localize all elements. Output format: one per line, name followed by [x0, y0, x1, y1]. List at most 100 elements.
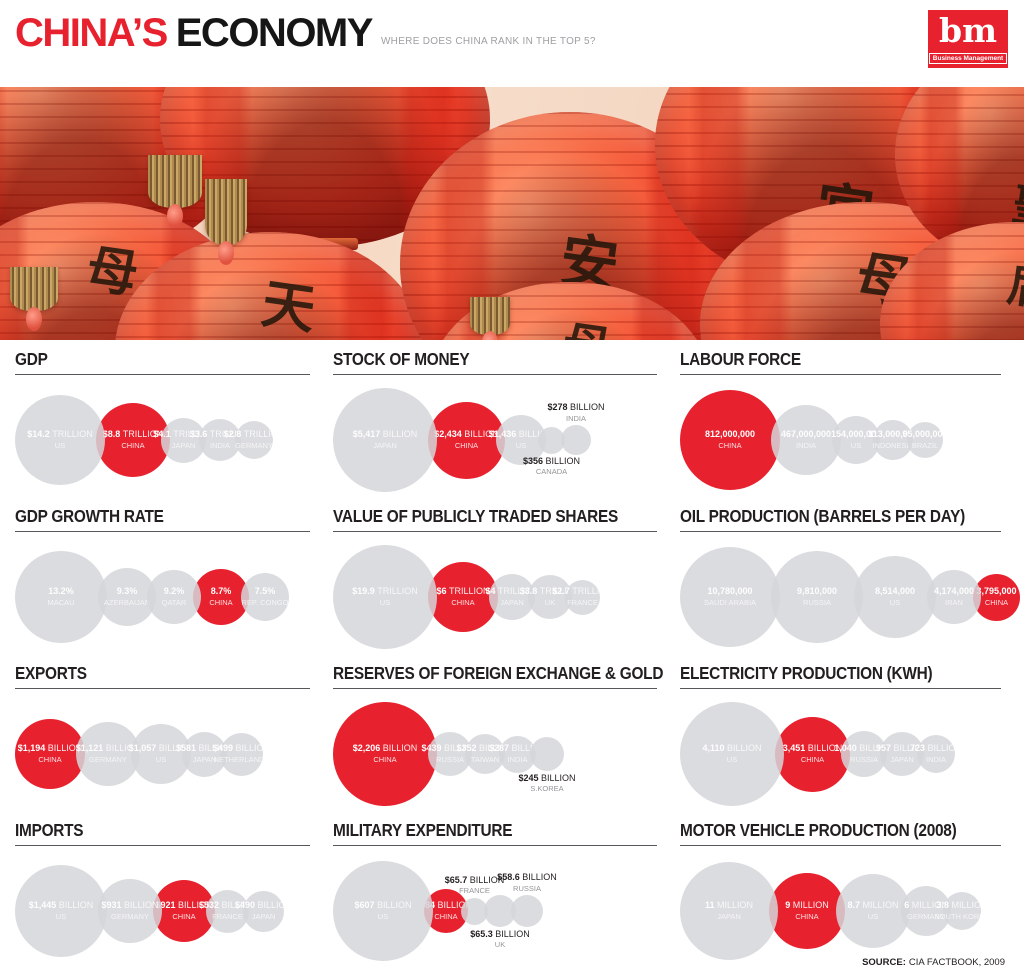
- bubble-value: 9.3%: [117, 586, 138, 598]
- bubble-value-number: $8.8: [102, 429, 121, 440]
- bubble-value: 3,451 BILLION: [783, 743, 843, 755]
- bubble-country: INDIA: [565, 413, 586, 423]
- bubble-group-china: $2,206 BILLION CHINA: [333, 702, 437, 806]
- bubble-value-number: 4,110: [702, 743, 725, 754]
- bubble-chart-exports: $1,194 BILLION CHINA $1,121 BILLION GERMANY…: [15, 697, 333, 811]
- bubble-value-number: $1,436: [488, 429, 517, 440]
- bubble-value-number: $58.6: [497, 872, 520, 883]
- lantern-tassel: [10, 267, 58, 331]
- bubble-group-japan: $581 BILLION JAPAN: [176, 731, 233, 777]
- lantern-character: 母: [558, 304, 615, 340]
- bubble-country: CHINA: [795, 911, 819, 921]
- title-underline: [680, 845, 1001, 846]
- bubble-value-number: $6: [436, 586, 447, 597]
- bubble-value: 10,780,000: [707, 586, 752, 598]
- bubble-value: $2.7 TRILLION: [552, 586, 613, 598]
- bubble-value: $6 TRILLION: [436, 586, 489, 598]
- bubble-group-china: 3,451 BILLION CHINA: [775, 716, 850, 792]
- bubble-value-unit: BILLION: [374, 900, 412, 911]
- bubble-label-uk: $65.3 BILLION UK: [452, 929, 548, 950]
- bubble-india: 723 BILLION INDIA: [910, 735, 962, 773]
- bubble-country: IRAN: [945, 597, 963, 607]
- bubble-value-number: $1,445: [28, 900, 57, 911]
- bubble-country: CANADA: [535, 466, 568, 476]
- panel-title: IMPORTS: [15, 820, 84, 840]
- charts-grid: GDP $14.2 TRILLION US $8.8 TRILLION CHINA $4.…: [0, 345, 1024, 973]
- bubble-country: GERMANY: [907, 911, 945, 921]
- bubble-china: $2,206 BILLION CHINA: [333, 702, 437, 806]
- bubble-country: JAPAN: [171, 440, 196, 450]
- bubble-value: $352 BILLION: [456, 743, 513, 755]
- bubble-value: $581 BILLION: [176, 743, 233, 755]
- bubble-value-number: $352: [456, 743, 477, 754]
- bubble-value: $2,434 BILLION: [434, 429, 499, 441]
- bubble-value-unit: BILLION: [891, 743, 929, 754]
- bubble-value-number: $287: [488, 743, 510, 754]
- bubble-value: 1,040 BILLION: [834, 743, 894, 755]
- bubble-group-us: $1,057 BILLION US: [129, 724, 193, 784]
- source-text: CIA FACTBOOK, 2009: [908, 957, 1005, 968]
- bubble-india: 467,000,000 INDIA: [771, 405, 841, 475]
- bubble-group-russia: $439 BILLION RUSSIA: [421, 732, 479, 776]
- bubble-value-unit: MILLION: [860, 900, 899, 911]
- bubble-country: US: [726, 754, 738, 764]
- bubble-country: JAPAN: [890, 754, 914, 764]
- bubble-value-unit: BILLION: [219, 900, 257, 911]
- bubble-group-china: $8.8 TRILLION CHINA: [96, 403, 170, 477]
- panel-exports: EXPORTS $1,194 BILLION CHINA $1,121 BILLION…: [15, 659, 333, 816]
- bubble-country: S.KOREA: [530, 784, 564, 794]
- bubble-value-number: 957: [875, 743, 892, 754]
- bubble-value-unit: BILLION: [492, 929, 530, 939]
- bubble-value-number: $2,206: [352, 743, 381, 754]
- bubble-country: GERMANY: [111, 911, 149, 921]
- tassel-knob: [167, 204, 183, 228]
- bubble-value: $19.9 TRILLION: [352, 586, 418, 598]
- bubble-us: $19.9 TRILLION US: [333, 545, 437, 649]
- title-underline: [15, 845, 310, 846]
- bubble-group-china: 812,000,000 CHINA: [680, 390, 780, 490]
- bubble-value: 11 MILLION: [705, 900, 753, 912]
- bubble-value: $3.8 TRILLION: [520, 586, 581, 598]
- bubble-value-number: $931: [101, 900, 122, 911]
- bubble-value-unit: BILLION: [567, 402, 605, 413]
- bubble-country: QATAR: [161, 597, 187, 607]
- bubble-group-canada: $356 BILLION CANADA: [523, 426, 580, 476]
- bubble-value: 8,514,000: [875, 586, 915, 598]
- bubble-chart-labour-force: 812,000,000 CHINA 467,000,000 INDIA 154,000,…: [680, 383, 1024, 497]
- bubble-value-number: 95,000,000: [902, 429, 948, 440]
- bubble-country: FRANCE: [567, 597, 598, 607]
- bubble-country: JAPAN: [717, 911, 741, 921]
- bubble-value-unit: TRILLION: [495, 586, 539, 597]
- bubble-russia: 1,040 BILLION RUSSIA: [834, 731, 894, 777]
- bubble-value-unit: BILLION: [441, 743, 479, 754]
- bubble-value-unit: BILLION: [56, 900, 94, 911]
- bubble-value: 467,000,000: [781, 429, 831, 441]
- bubble-country: JAPAN: [192, 754, 217, 764]
- bubble-japan: $490 BILLION JAPAN: [235, 890, 292, 932]
- bubble-country: AZERBAIJAN: [103, 597, 151, 607]
- title-underline: [333, 531, 657, 532]
- bubble-south-korea: 3.8 MILLION SOUTH KOREA: [935, 892, 989, 930]
- bubble-country: US: [54, 440, 66, 450]
- bubble-value-unit: BILLION: [233, 743, 271, 754]
- bubble-chart-stock-of-money: $5,417 BILLION JAPAN $2,434 BILLION CHINA $1…: [333, 383, 680, 497]
- title-underline: [333, 688, 657, 689]
- panel-labour-force: LABOUR FORCE 812,000,000 CHINA 467,000,000 I…: [680, 345, 1024, 502]
- bubble-country: FRANCE: [212, 911, 243, 921]
- bubble-value-unit: BILLION: [255, 900, 293, 911]
- bubble-value-unit: TRILLION: [49, 429, 93, 440]
- bubble-value: $8.8 TRILLION: [103, 429, 164, 441]
- bubble-group-iran: 4,174,000 IRAN: [927, 570, 981, 624]
- bubble-japan: $4.1 TRILLION JAPAN: [153, 417, 214, 463]
- title-underline: [15, 374, 310, 375]
- panel-gdp: GDP $14.2 TRILLION US $8.8 TRILLION CHINA $4.…: [15, 345, 333, 502]
- lantern-tassel: [205, 179, 247, 265]
- bubble-value-number: $2.8: [223, 429, 242, 440]
- bubble-germany: $931 BILLION GERMANY: [98, 879, 162, 943]
- bubble-group-uk: $65.3 BILLION UK: [470, 895, 530, 949]
- bubble-value: $1,194 BILLION: [18, 743, 83, 755]
- header: CHINA’S ECONOMY WHERE DOES CHINA RANK IN …: [0, 0, 1024, 87]
- bubble-netherlands: $499 BILLION NETHERLANDS: [213, 732, 270, 776]
- bubble-germany: $2.8 TRILLION GERMANY: [224, 421, 284, 459]
- panel-title: LABOUR FORCE: [680, 349, 801, 369]
